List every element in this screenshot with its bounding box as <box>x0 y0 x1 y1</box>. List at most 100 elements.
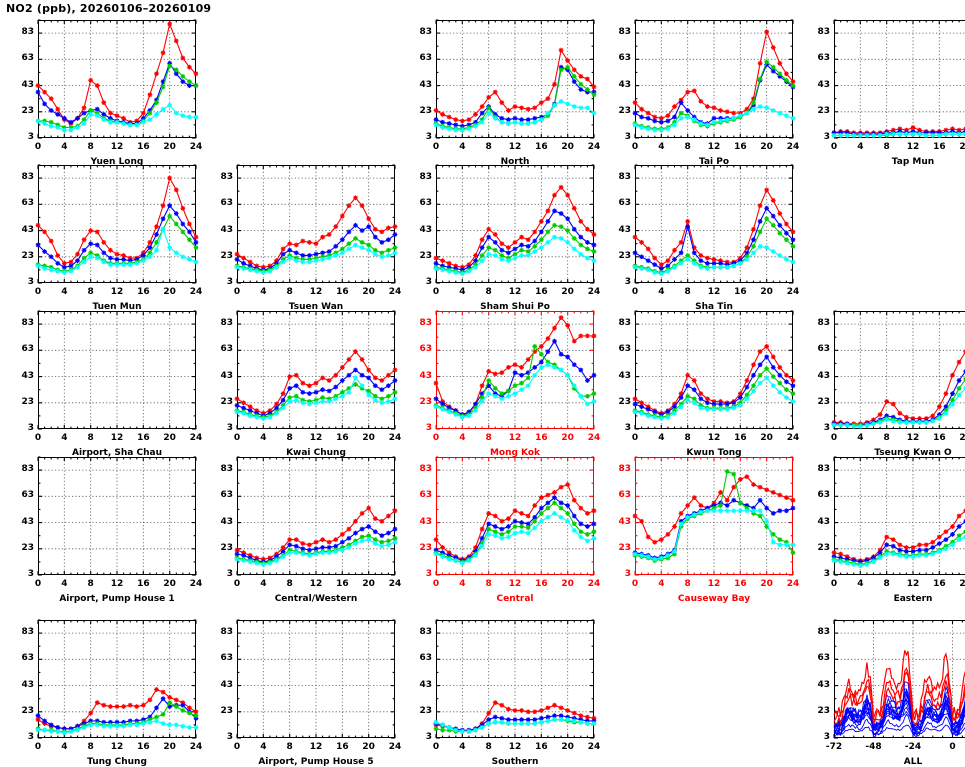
x-axis-tick-label: 24 <box>381 433 409 443</box>
panel-title: Tung Chung <box>38 757 196 767</box>
y-axis-tick-label: 23 <box>12 252 34 261</box>
x-axis-tick-label: 12 <box>899 433 927 443</box>
y-axis-tick-label: 43 <box>808 81 830 90</box>
y-axis-tick-label: 63 <box>211 654 233 663</box>
panel-title: Airport, Pump House 5 <box>237 757 395 767</box>
y-axis-tick-label: 3 <box>12 424 34 433</box>
y-axis-tick-label: 63 <box>12 199 34 208</box>
plot-canvas <box>237 620 395 738</box>
y-axis-tick-label: 83 <box>12 173 34 182</box>
y-axis-tick-label: 63 <box>609 199 631 208</box>
panel-title: Southern <box>436 757 594 767</box>
y-axis-tick-label: 3 <box>609 278 631 287</box>
x-axis-tick-label: 4 <box>846 433 874 443</box>
plot-canvas <box>38 165 196 283</box>
x-axis-tick-label: 24 <box>779 142 807 152</box>
x-axis-tick-label: 16 <box>129 579 157 589</box>
x-axis-tick-label: 24 <box>381 742 409 752</box>
x-axis-tick-label: 8 <box>674 579 702 589</box>
x-axis-tick-label: 24 <box>182 433 210 443</box>
y-axis-tick-label: 43 <box>609 518 631 527</box>
y-axis-tick-label: 23 <box>609 107 631 116</box>
y-axis-tick-label: 63 <box>410 345 432 354</box>
x-axis-tick-label: 24 <box>381 287 409 297</box>
x-axis-tick-label: 24 <box>182 287 210 297</box>
x-axis-tick-label: 4 <box>647 579 675 589</box>
x-axis-tick-label: 4 <box>647 433 675 443</box>
x-axis-tick-label: 12 <box>501 287 529 297</box>
y-axis-tick-label: 43 <box>609 81 631 90</box>
x-axis-tick-label: 16 <box>527 287 555 297</box>
plot-canvas <box>635 20 793 138</box>
y-axis-tick-label: 83 <box>410 319 432 328</box>
x-axis-tick-label: 8 <box>674 287 702 297</box>
y-axis-tick-label: 3 <box>12 133 34 142</box>
plot-panel-empty-1 <box>237 20 395 138</box>
y-axis-tick-label: 83 <box>410 28 432 37</box>
y-axis-tick-label: 43 <box>12 681 34 690</box>
y-axis-tick-label: 83 <box>12 465 34 474</box>
y-axis-tick-label: 3 <box>410 733 432 742</box>
x-axis-tick-label: 20 <box>554 579 582 589</box>
x-axis-tick-label: 12 <box>302 579 330 589</box>
panel-title: Tap Mun <box>834 157 965 167</box>
x-axis-tick-label: 16 <box>925 142 953 152</box>
x-axis-tick-label: 0 <box>223 433 251 443</box>
y-axis-tick-label: 23 <box>211 252 233 261</box>
x-axis-tick-label: 24 <box>182 579 210 589</box>
x-axis-tick-label: 16 <box>129 433 157 443</box>
y-axis-tick-label: 83 <box>12 28 34 37</box>
y-axis-tick-label: 23 <box>12 544 34 553</box>
x-axis-tick-label: 16 <box>328 287 356 297</box>
y-axis-tick-label: 43 <box>12 226 34 235</box>
x-axis-tick-label: 4 <box>50 287 78 297</box>
page-title: NO2 (ppb), 20260106–20260109 <box>6 2 211 15</box>
series-markers-blue <box>434 65 597 129</box>
x-axis-tick-label: 16 <box>925 433 953 443</box>
x-axis-tick-label: 8 <box>77 742 105 752</box>
plot-canvas <box>635 311 793 429</box>
y-axis-tick-label: 83 <box>609 319 631 328</box>
x-axis-tick-label: 0 <box>223 287 251 297</box>
x-axis-tick-label: 20 <box>355 287 383 297</box>
y-axis-tick-label: 3 <box>609 424 631 433</box>
x-axis-tick-label: 20 <box>753 433 781 443</box>
x-axis-tick-label: 0 <box>820 579 848 589</box>
x-axis-tick-label: 8 <box>475 142 503 152</box>
y-axis-tick-label: 83 <box>211 173 233 182</box>
x-axis-tick-label: 20 <box>355 742 383 752</box>
y-axis-tick-label: 63 <box>808 654 830 663</box>
panel-title: Airport, Pump House 1 <box>38 594 196 604</box>
y-axis-tick-label: 23 <box>410 398 432 407</box>
y-axis-tick-label: 83 <box>410 465 432 474</box>
x-axis-tick-label: 16 <box>328 433 356 443</box>
x-axis-tick-label: 4 <box>647 287 675 297</box>
plot-canvas <box>237 165 395 283</box>
x-axis-tick-label: 8 <box>873 579 901 589</box>
x-axis-tick-label: 16 <box>129 142 157 152</box>
y-axis-tick-label: 63 <box>808 491 830 500</box>
y-axis-tick-label: 63 <box>12 654 34 663</box>
x-axis-tick-label: 0 <box>621 579 649 589</box>
x-axis-tick-label: 16 <box>527 433 555 443</box>
x-axis-tick-label: 16 <box>527 742 555 752</box>
plot-panel-tap-mun: 32343638304812162024Tap Mun <box>834 20 965 138</box>
x-axis-tick-label: 20 <box>554 287 582 297</box>
x-axis-tick-label: 8 <box>77 579 105 589</box>
x-axis-tick-label: 0 <box>621 433 649 443</box>
y-axis-tick-label: 43 <box>609 226 631 235</box>
y-axis-tick-label: 63 <box>211 345 233 354</box>
x-axis-tick-label: 0 <box>820 433 848 443</box>
x-axis-tick-label: -72 <box>820 742 848 752</box>
y-axis-tick-label: 43 <box>410 372 432 381</box>
x-axis-tick-label: 12 <box>501 579 529 589</box>
